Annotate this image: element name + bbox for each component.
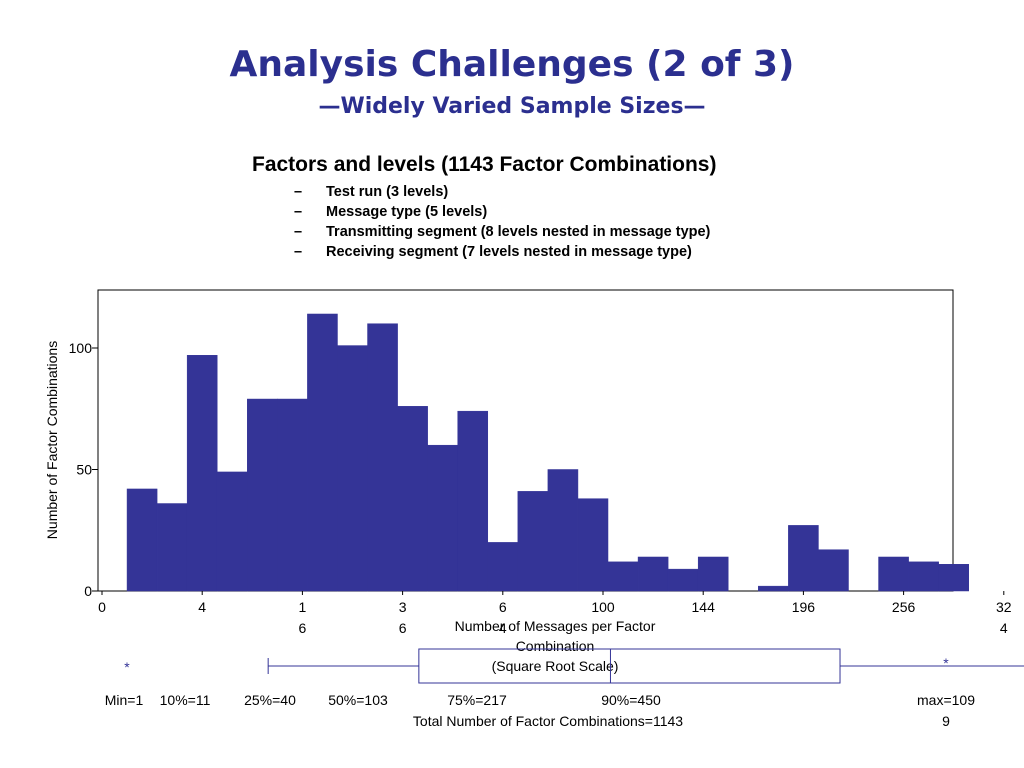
- x-tick-label: 4: [1000, 620, 1008, 636]
- boxplot-stat-label: 90%=450: [601, 692, 661, 708]
- histogram-bar: [427, 444, 458, 592]
- histogram-bar: [577, 498, 609, 592]
- boxplot-stat-label: max=109: [917, 692, 975, 708]
- x-axis-label: Combination: [516, 638, 595, 654]
- level-text: Test run (3 levels): [326, 184, 449, 200]
- slide-title: Analysis Challenges (2 of 3): [229, 44, 795, 85]
- level-item-test-run: – Test run (3 levels): [294, 182, 710, 202]
- box-iqr: [418, 648, 841, 684]
- x-tick-label: 100: [591, 599, 615, 615]
- bullet-dash: –: [294, 204, 303, 220]
- histogram-bar: [547, 469, 579, 592]
- y-tick-label: 50: [76, 462, 92, 478]
- x-tick-label: 196: [792, 599, 816, 615]
- x-tick-label: 4: [499, 620, 507, 636]
- histogram-bar: [607, 561, 639, 592]
- histogram-bar: [367, 323, 398, 592]
- y-tick-label: 0: [84, 583, 92, 599]
- x-tick-label: 6: [399, 620, 407, 636]
- x-axis-label: (Square Root Scale): [492, 658, 619, 674]
- histogram-bar: [667, 568, 699, 592]
- level-text: Message type (5 levels): [326, 204, 488, 220]
- histogram-bar: [487, 542, 519, 592]
- level-item-transmitting-segment: – Transmitting segment (8 levels nested i…: [294, 222, 710, 242]
- histogram-bar: [397, 406, 428, 592]
- x-tick-label: 32: [996, 599, 1012, 615]
- level-text: Receiving segment (7 levels nested in me…: [326, 244, 692, 260]
- bullet-dash: –: [294, 244, 303, 260]
- boxplot-stat-label: 50%=103: [328, 692, 388, 708]
- histogram-bar: [216, 471, 248, 592]
- x-axis-label: Number of Messages per Factor: [455, 618, 656, 634]
- box-outlier-min-marker: *: [124, 659, 130, 675]
- histogram-bar: [637, 556, 669, 592]
- bullet-dash: –: [294, 224, 303, 240]
- level-item-message-type: – Message type (5 levels): [294, 202, 710, 222]
- y-axis-label: Number of Factor Combinations: [44, 341, 60, 539]
- histogram-bar: [517, 491, 549, 592]
- histogram-bar: [277, 398, 308, 592]
- x-tick-label: 144: [692, 599, 716, 615]
- histogram-bar: [697, 556, 729, 592]
- boxplot-stat-label: 25%=40: [244, 692, 296, 708]
- histogram-bar: [908, 561, 939, 592]
- histogram-bar: [788, 525, 819, 592]
- histogram-bar: [457, 410, 489, 592]
- boxplot-stat-label: 75%=217: [447, 692, 507, 708]
- boxplot-stat-label: 10%=11: [160, 692, 211, 708]
- box-outlier-max-marker: *: [943, 655, 949, 671]
- x-tick-label: 6: [299, 620, 307, 636]
- histogram-bar: [186, 355, 218, 592]
- boxplot-stat-label: 9: [942, 713, 950, 729]
- level-item-receiving-segment: – Receiving segment (7 levels nested in m…: [294, 242, 710, 262]
- factors-heading: Factors and levels (1143 Factor Combinat…: [252, 153, 717, 176]
- x-tick-label: 0: [98, 599, 106, 615]
- histogram-bar: [156, 503, 188, 592]
- x-tick-label: 256: [892, 599, 916, 615]
- histogram-bar: [126, 488, 158, 592]
- histogram-bar: [938, 564, 969, 592]
- x-tick-label: 4: [198, 599, 206, 615]
- histogram-bar: [337, 345, 368, 592]
- x-tick-label: 3: [399, 599, 407, 615]
- histogram-bar: [247, 398, 278, 592]
- x-tick-label: 1: [299, 599, 307, 615]
- histogram-bar: [878, 556, 909, 592]
- level-text: Transmitting segment (8 levels nested in…: [326, 224, 711, 240]
- total-combinations-label: Total Number of Factor Combinations=1143: [413, 713, 683, 729]
- histogram-bar: [818, 549, 849, 592]
- factor-levels-list: – Test run (3 levels) – Message type (5 le…: [294, 182, 710, 262]
- boxplot-stat-label: Min=1: [105, 692, 144, 708]
- histogram-bar: [758, 585, 789, 592]
- x-tick-label: 6: [499, 599, 507, 615]
- slide-subtitle: —Widely Varied Sample Sizes—: [318, 94, 706, 119]
- histogram-bar: [307, 313, 338, 592]
- y-tick-label: 100: [69, 340, 93, 356]
- bullet-dash: –: [294, 184, 303, 200]
